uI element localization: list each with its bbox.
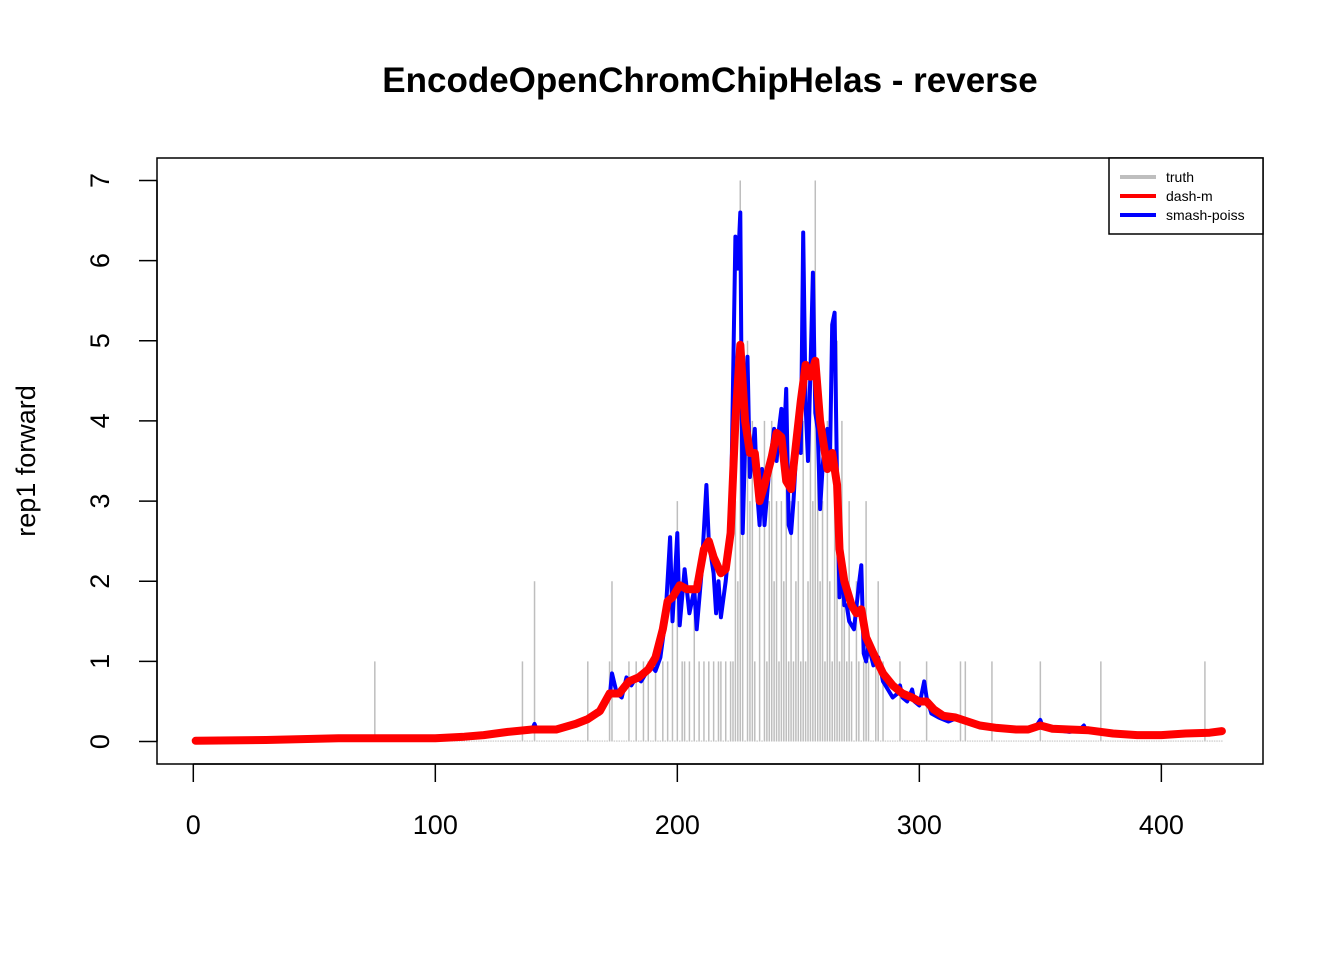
x-tick-label: 0 bbox=[186, 810, 201, 840]
y-tick-label: 3 bbox=[85, 494, 115, 509]
y-axis: 0 1 2 3 4 5 6 7 bbox=[85, 173, 158, 749]
y-tick-label: 2 bbox=[85, 574, 115, 589]
y-tick-label: 6 bbox=[85, 253, 115, 268]
plot-frame bbox=[156, 157, 1264, 765]
series-line-dash-m bbox=[191, 340, 1226, 745]
x-tick-label: 300 bbox=[897, 810, 942, 840]
y-tick-label: 0 bbox=[85, 734, 115, 749]
x-tick-label: 200 bbox=[655, 810, 700, 840]
x-axis: 0 100 200 300 400 bbox=[186, 763, 1184, 840]
y-tick-label: 7 bbox=[85, 173, 115, 188]
y-tick-label: 1 bbox=[85, 654, 115, 669]
chart-title: EncodeOpenChromChipHelas - reverse bbox=[382, 61, 1037, 100]
x-tick-label: 400 bbox=[1139, 810, 1184, 840]
legend-dash-m-label: dash-m bbox=[1166, 188, 1213, 204]
truth-bars bbox=[194, 180, 1223, 742]
series-lines bbox=[191, 210, 1226, 745]
legend: truth dash-m smash-poiss bbox=[1108, 157, 1264, 235]
y-axis-label: rep1 forward bbox=[11, 385, 41, 537]
legend-smash-poiss-label: smash-poiss bbox=[1166, 207, 1245, 223]
x-tick-label: 100 bbox=[413, 810, 458, 840]
y-tick-label: 5 bbox=[85, 333, 115, 348]
y-tick-label: 4 bbox=[85, 413, 115, 428]
legend-truth-label: truth bbox=[1166, 169, 1194, 185]
